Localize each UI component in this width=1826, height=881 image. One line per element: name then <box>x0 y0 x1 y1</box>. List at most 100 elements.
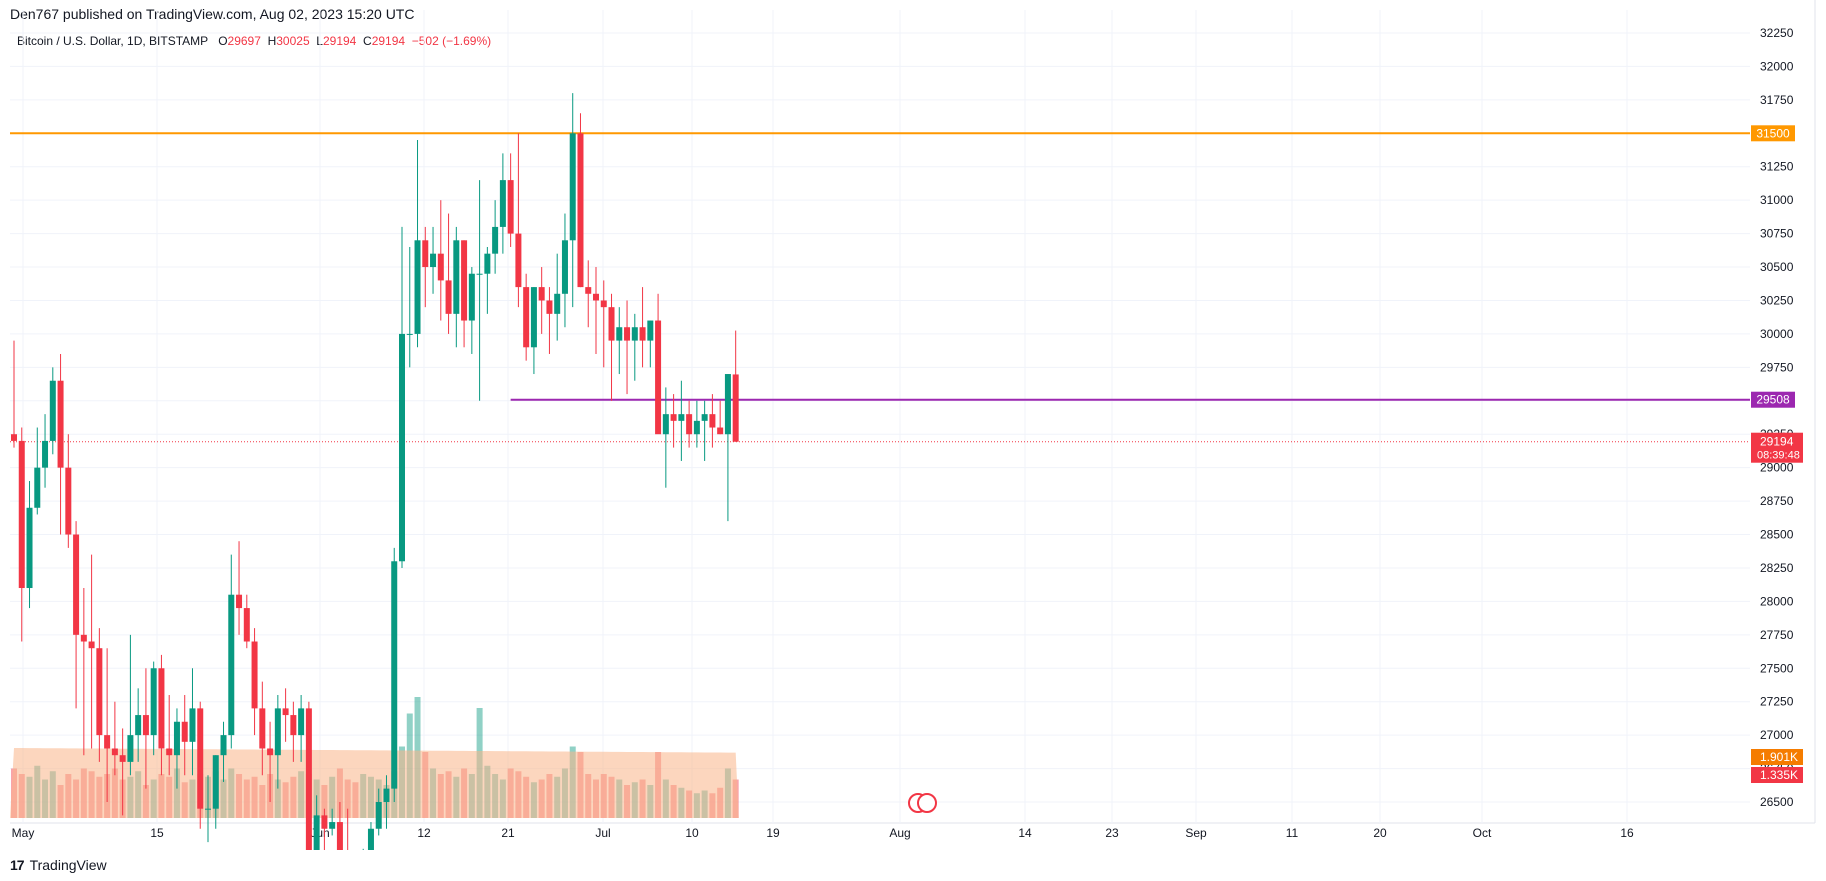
candle-body <box>414 240 421 334</box>
candle-body <box>212 755 219 809</box>
candle-body <box>73 534 80 635</box>
y-tick-label: 32250 <box>1760 26 1794 40</box>
candle-body <box>391 561 398 789</box>
candle-body <box>251 641 258 709</box>
y-tick-label: 31000 <box>1760 193 1794 207</box>
candle-body <box>305 708 312 850</box>
y-tick-label: 27000 <box>1760 728 1794 742</box>
candle-body <box>243 608 250 642</box>
volume-label: 1.901K <box>1760 750 1798 764</box>
last-price-label: 29194 <box>1760 435 1794 449</box>
publisher-text: Den767 published on TradingView.com, Aug… <box>10 6 415 22</box>
candle-body <box>88 641 95 649</box>
x-tick-label: Jul <box>595 826 610 840</box>
candle-body <box>492 226 499 254</box>
candle-body <box>461 240 468 321</box>
candle-body <box>119 755 126 762</box>
price-chart[interactable]: 32250 32000 31750 31500 31250 31000 30750 30500… <box>0 0 1826 850</box>
volume-label: 1.335K <box>1760 768 1798 782</box>
symbol-legend: Bitcoin / U.S. Dollar, 1D, BITSTAMP O296… <box>17 34 491 48</box>
candle-body <box>11 434 17 441</box>
candle-body <box>80 634 87 642</box>
y-tick-label: 31750 <box>1760 93 1794 107</box>
candle-body <box>42 440 49 468</box>
candle-body <box>724 374 731 435</box>
candle-body <box>647 320 654 341</box>
candle-body <box>127 735 134 762</box>
candle-body <box>453 240 460 314</box>
x-tick-label: 21 <box>501 826 515 840</box>
candle-body <box>422 240 429 268</box>
candle-body <box>593 293 599 301</box>
x-tick-label: 16 <box>1620 826 1634 840</box>
candle-body <box>445 280 452 314</box>
candle-body <box>530 287 537 348</box>
candle-body <box>468 273 475 321</box>
candle-body <box>476 273 483 275</box>
candle-body <box>561 240 568 294</box>
candle-body <box>639 327 646 341</box>
candle-body <box>259 708 266 749</box>
volume-ma-area <box>10 748 739 818</box>
candle-body <box>26 507 33 589</box>
y-tick-label: 28250 <box>1760 561 1794 575</box>
candle-body <box>150 668 157 736</box>
candle-body <box>693 420 700 435</box>
y-tick-label: 30000 <box>1760 327 1794 341</box>
candle-body <box>336 822 343 850</box>
change-value: −502 (−1.69%) <box>411 34 492 48</box>
candle-body <box>569 133 576 241</box>
candle-body <box>142 715 149 736</box>
y-tick-label: 28000 <box>1760 594 1794 608</box>
close-label: C <box>363 34 372 48</box>
candle-body <box>655 320 662 435</box>
y-tick-label: 30250 <box>1760 293 1794 307</box>
candle-body <box>678 414 685 421</box>
candle-body <box>399 333 405 562</box>
candle-body <box>538 287 545 301</box>
candle-body <box>484 253 491 274</box>
candle-body <box>34 467 41 508</box>
candle-body <box>96 648 103 736</box>
y-tick-label: 28750 <box>1760 494 1794 508</box>
tradingview-logo-icon: 17 <box>10 857 25 873</box>
candle-body <box>686 414 693 435</box>
level-label-bg <box>1751 391 1795 408</box>
x-tick-label: 23 <box>1105 826 1119 840</box>
candle-body <box>321 815 328 829</box>
candle-body <box>274 708 281 756</box>
x-tick-label: 20 <box>1373 826 1387 840</box>
x-tick-label: 15 <box>150 826 164 840</box>
us-flag-event-icon[interactable] <box>917 793 937 813</box>
last-price-countdown: 08:39:48 <box>1757 450 1800 462</box>
x-tick-label: May <box>12 826 35 840</box>
candle-body <box>670 414 677 421</box>
candle-body <box>546 300 553 314</box>
candle-body <box>701 414 708 421</box>
volume-label-bg <box>1751 749 1803 765</box>
open-value: 29697 <box>227 34 261 48</box>
candle-body <box>329 822 336 829</box>
y-tick-label: 31250 <box>1760 160 1794 174</box>
y-tick-label: 27250 <box>1760 695 1794 709</box>
candle-body <box>49 380 56 441</box>
candle-body <box>585 287 592 294</box>
tradingview-logo-text: TradingView <box>29 857 107 873</box>
y-tick-label: 32000 <box>1760 59 1794 73</box>
x-tick-label: 11 <box>1286 826 1299 840</box>
candle-body <box>228 594 235 736</box>
last-price-label-bg <box>1751 432 1803 463</box>
x-tick-label: 19 <box>766 826 780 840</box>
x-tick-label: Sep <box>1185 826 1207 840</box>
candle-body <box>662 414 669 435</box>
candle-body <box>523 287 530 348</box>
x-tick-label: 12 <box>417 826 431 840</box>
candle-body <box>181 721 188 742</box>
candle-body <box>507 180 514 234</box>
candle-body <box>57 380 64 468</box>
y-tick-label: 30500 <box>1760 260 1794 274</box>
candle-body <box>166 748 173 756</box>
tradingview-logo[interactable]: 17 TradingView <box>10 857 107 873</box>
y-tick-label: 28500 <box>1760 528 1794 542</box>
candle-body <box>616 327 623 341</box>
